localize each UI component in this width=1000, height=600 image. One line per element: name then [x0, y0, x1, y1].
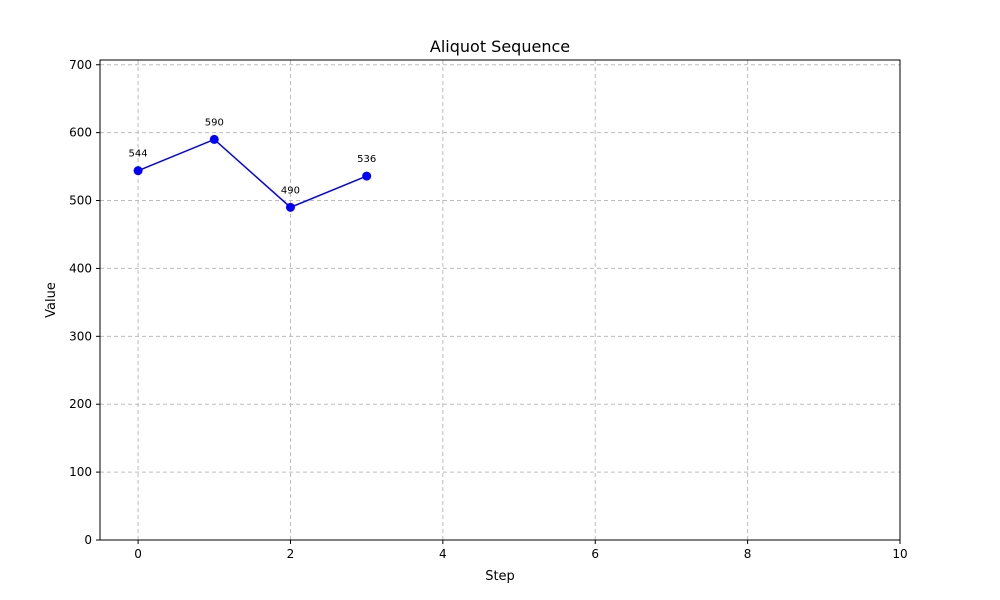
data-point-label: 536: [357, 154, 376, 165]
y-tick-label: 0: [84, 533, 92, 547]
y-tick-label: 700: [69, 58, 92, 72]
y-tick-label: 400: [69, 261, 92, 275]
data-point-label: 590: [205, 117, 224, 128]
chart-title: Aliquot Sequence: [430, 37, 570, 56]
data-labels: 544 590 490 536: [129, 117, 377, 196]
x-axis-label: Step: [485, 569, 515, 584]
series-line: [137, 138, 367, 209]
grid: [100, 60, 901, 541]
data-point: [362, 171, 372, 181]
x-tick-label: 6: [591, 547, 599, 561]
data-point: [209, 134, 219, 144]
y-axis-label: Value: [44, 282, 59, 318]
x-tick-label: 10: [892, 547, 907, 561]
y-tick-label: 200: [69, 397, 92, 411]
x-tick-label: 4: [439, 547, 447, 561]
series-layer: [133, 134, 372, 212]
plot-area-frame: [99, 59, 901, 541]
x-tick-label: 0: [134, 547, 142, 561]
y-tick-label: 300: [69, 329, 92, 343]
x-tick-label: 8: [744, 547, 752, 561]
y-tick-label: 600: [69, 126, 92, 140]
data-point: [133, 166, 143, 176]
x-tick-label: 2: [287, 547, 295, 561]
y-tick-label: 500: [69, 194, 92, 208]
data-point-label: 490: [281, 185, 300, 196]
data-point: [285, 202, 295, 212]
data-point-label: 544: [129, 149, 148, 160]
y-tick-label: 100: [69, 465, 92, 479]
